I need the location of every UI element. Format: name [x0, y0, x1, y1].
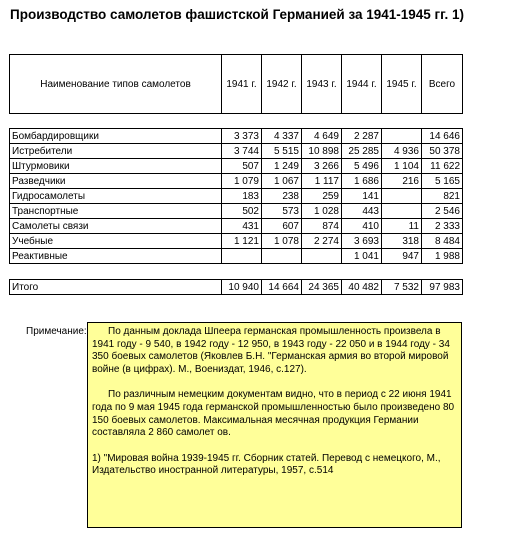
- note-label: Примечание:: [26, 326, 87, 337]
- table-cell: 4 649: [301, 128, 342, 144]
- table-cell: 183: [221, 188, 262, 204]
- row-label: Бомбардировщики: [9, 128, 222, 144]
- table-cell: [221, 248, 262, 264]
- column-header-1944: 1944 г.: [341, 54, 382, 114]
- table-row: Самолеты связи 431 607 874 410 11 2 333: [9, 218, 463, 234]
- table-row: Истребители 3 744 5 515 10 898 25 285 4 936 50…: [9, 143, 463, 159]
- table-cell: 874: [301, 218, 342, 234]
- table-cell: 1 078: [261, 233, 302, 249]
- note-footnote: 1) "Мировая война 1939-1945 гг. Сборник …: [92, 452, 441, 477]
- table-cell: [261, 248, 302, 264]
- table-cell: [381, 203, 422, 219]
- column-header-1942: 1942 г.: [261, 54, 302, 114]
- table-cell: 14 646: [421, 128, 463, 144]
- table-cell: 11: [381, 218, 422, 234]
- row-label: Штурмовики: [9, 158, 222, 174]
- table-cell: 5 515: [261, 143, 302, 159]
- data-table: Бомбардировщики 3 373 4 337 4 649 2 287 14 64…: [9, 128, 463, 264]
- table-cell: 4 936: [381, 143, 422, 159]
- row-label: Истребители: [9, 143, 222, 159]
- table-cell: 502: [221, 203, 262, 219]
- table-cell: 2 333: [421, 218, 463, 234]
- table-cell: 50 378: [421, 143, 463, 159]
- column-header-total: Всего: [421, 54, 463, 114]
- table-row: Разведчики 1 079 1 067 1 117 1 686 216 5 165: [9, 173, 463, 189]
- table-cell: 2 287: [341, 128, 382, 144]
- total-cell: 24 365: [301, 279, 342, 295]
- table-cell: 5 496: [341, 158, 382, 174]
- table-header: Наименование типов самолетов 1941 г. 194…: [9, 54, 463, 114]
- table-cell: 2 546: [421, 203, 463, 219]
- table-cell: 3 693: [341, 233, 382, 249]
- table-cell: [381, 128, 422, 144]
- table-cell: 5 165: [421, 173, 463, 189]
- row-label: Гидросамолеты: [9, 188, 222, 204]
- row-label: Транспортные: [9, 203, 222, 219]
- total-row: Итого 10 940 14 664 24 365 40 482 7 532 …: [9, 279, 463, 295]
- table-cell: 2 274: [301, 233, 342, 249]
- table-cell: 1 988: [421, 248, 463, 264]
- table-cell: 821: [421, 188, 463, 204]
- table-row: Штурмовики 507 1 249 3 266 5 496 1 104 11 622: [9, 158, 463, 174]
- table-cell: 216: [381, 173, 422, 189]
- table-cell: 25 285: [341, 143, 382, 159]
- table-cell: 431: [221, 218, 262, 234]
- table-cell: 259: [301, 188, 342, 204]
- total-label: Итого: [9, 279, 222, 295]
- column-header-1945: 1945 г.: [381, 54, 422, 114]
- total-cell: 7 532: [381, 279, 422, 295]
- table-cell: 1 067: [261, 173, 302, 189]
- row-label: Самолеты связи: [9, 218, 222, 234]
- table-cell: 10 898: [301, 143, 342, 159]
- row-label: Реактивные: [9, 248, 222, 264]
- total-cell: 14 664: [261, 279, 302, 295]
- column-header-name: Наименование типов самолетов: [9, 54, 222, 114]
- page-title: Производство самолетов фашистской Герман…: [10, 7, 464, 22]
- total-table: Итого 10 940 14 664 24 365 40 482 7 532 …: [9, 279, 463, 295]
- row-label: Разведчики: [9, 173, 222, 189]
- column-header-1941: 1941 г.: [221, 54, 262, 114]
- table-cell: 947: [381, 248, 422, 264]
- total-cell: 97 983: [421, 279, 463, 295]
- table-cell: 1 028: [301, 203, 342, 219]
- note-paragraph-2: По различным немецким документам видно, …: [92, 389, 455, 439]
- table-cell: 1 041: [341, 248, 382, 264]
- table-cell: 8 484: [421, 233, 463, 249]
- table-cell: 141: [341, 188, 382, 204]
- table-row: Бомбардировщики 3 373 4 337 4 649 2 287 14 64…: [9, 128, 463, 144]
- table-cell: 3 266: [301, 158, 342, 174]
- table-cell: 1 249: [261, 158, 302, 174]
- table-cell: 1 117: [301, 173, 342, 189]
- table-cell: 3 373: [221, 128, 262, 144]
- table-cell: 573: [261, 203, 302, 219]
- table-cell: 1 079: [221, 173, 262, 189]
- table-cell: [381, 188, 422, 204]
- table-cell: 3 744: [221, 143, 262, 159]
- table-row: Гидросамолеты 183 238 259 141 821: [9, 188, 463, 204]
- table-cell: [301, 248, 342, 264]
- table-cell: 4 337: [261, 128, 302, 144]
- table-cell: 443: [341, 203, 382, 219]
- table-cell: 11 622: [421, 158, 463, 174]
- row-label: Учебные: [9, 233, 222, 249]
- table-cell: 607: [261, 218, 302, 234]
- table-cell: 1 104: [381, 158, 422, 174]
- note-box: По данным доклада Шпеера германская пром…: [87, 322, 462, 528]
- table-row: Учебные 1 121 1 078 2 274 3 693 318 8 484: [9, 233, 463, 249]
- total-cell: 10 940: [221, 279, 262, 295]
- column-header-1943: 1943 г.: [301, 54, 342, 114]
- total-cell: 40 482: [341, 279, 382, 295]
- table-row: Транспортные 502 573 1 028 443 2 546: [9, 203, 463, 219]
- table-cell: 507: [221, 158, 262, 174]
- table-row: Реактивные 1 041 947 1 988: [9, 248, 463, 264]
- table-cell: 1 686: [341, 173, 382, 189]
- table-cell: 318: [381, 233, 422, 249]
- table-cell: 1 121: [221, 233, 262, 249]
- table-cell: 238: [261, 188, 302, 204]
- table-cell: 410: [341, 218, 382, 234]
- note-paragraph-1: По данным доклада Шпеера германская пром…: [92, 326, 450, 375]
